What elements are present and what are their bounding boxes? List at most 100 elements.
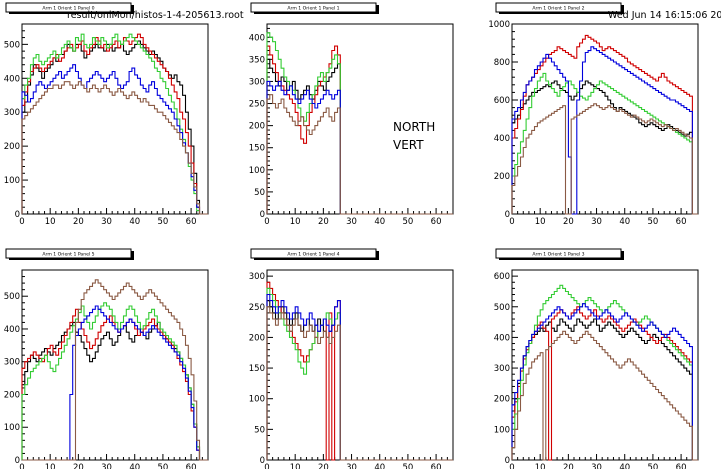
y-tick-label: 200	[4, 142, 20, 152]
series-red	[511, 34, 698, 215]
x-tick-label: 50	[402, 463, 413, 469]
panel-title: Arm 1 Orient 1 Panel 1	[287, 6, 339, 12]
x-tick-label: 40	[129, 463, 140, 469]
y-tick-label: 100	[249, 166, 265, 176]
series-blue	[266, 80, 453, 215]
x-tick-label: 0	[264, 463, 269, 469]
y-tick-label: 800	[494, 58, 510, 68]
x-tick-label: 60	[676, 217, 687, 227]
x-tick-label: 50	[402, 217, 413, 227]
y-tick-label: 300	[494, 364, 510, 374]
panel-title: Arm 1 Orient 1 Panel 4	[287, 252, 339, 258]
x-tick-label: 30	[591, 217, 602, 227]
x-tick-label: 40	[619, 217, 630, 227]
y-tick-label: 1000	[488, 20, 510, 30]
x-tick-label: 20	[318, 463, 329, 469]
y-tick-label: 500	[494, 303, 510, 313]
panel-title-box: Arm 1 Orient 1 Panel 5	[5, 248, 134, 260]
x-tick-label: 20	[563, 217, 574, 227]
series-green	[21, 302, 208, 461]
file-path-label: result/onlMon/histos-1-4-205613.root	[67, 10, 244, 21]
x-tick-label: 60	[431, 463, 442, 469]
y-tick-label: 0	[15, 210, 20, 220]
x-tick-label: 60	[676, 463, 687, 469]
plot-frame	[511, 23, 699, 215]
y-tick-label: 500	[4, 40, 20, 50]
histogram-panel-1: Arm 1 Orient 1 Panel 1 0 10 20 30 40 50 60 0 50 10…	[249, 2, 454, 227]
y-tick-label: 50	[254, 425, 265, 435]
panel-title-box: Arm 1 Orient 1 Panel 2	[495, 2, 624, 14]
y-tick-label: 150	[249, 364, 265, 374]
y-tick-label: 200	[249, 333, 265, 343]
series-red	[21, 308, 208, 461]
y-tick-label: 100	[249, 395, 265, 405]
panel-title: Arm 1 Orient 1 Panel 5	[42, 252, 94, 258]
plot-frame	[21, 269, 209, 461]
panel-title: Arm 1 Orient 1 Panel 3	[532, 252, 584, 258]
y-tick-label: 0	[505, 210, 510, 220]
y-tick-label: 300	[4, 108, 20, 118]
series-black	[21, 40, 208, 215]
timestamp-label: Wed Jun 14 16:15:06 2006	[608, 10, 721, 21]
series-black	[21, 321, 208, 461]
y-tick-label: 100	[4, 423, 20, 433]
panel-title: Arm 1 Orient 1 Panel 2	[532, 6, 584, 12]
x-tick-label: 60	[186, 217, 197, 227]
y-tick-label: 50	[254, 188, 265, 198]
histogram-panel-3: Arm 1 Orient 1 Panel 5 0 10 20 30 40 50 60 0 100 2…	[4, 248, 209, 469]
y-tick-label: 100	[494, 425, 510, 435]
panel-title-box: Arm 1 Orient 1 Panel 1	[250, 2, 379, 14]
x-tick-label: 50	[647, 463, 658, 469]
x-tick-label: 30	[101, 463, 112, 469]
y-tick-label: 0	[505, 456, 510, 466]
x-tick-label: 10	[535, 463, 546, 469]
histogram-panel-0: Arm 1 Orient 1 Panel 0 0 10 20 30 40 50 60 0 100 2…	[4, 2, 209, 227]
x-tick-label: 40	[619, 463, 630, 469]
x-tick-label: 30	[591, 463, 602, 469]
y-tick-label: 0	[15, 456, 20, 466]
histogram-panel-4: Arm 1 Orient 1 Panel 4 0 10 20 30 40 50 60 0 50 10…	[249, 248, 454, 469]
y-tick-label: 400	[4, 74, 20, 84]
x-tick-label: 30	[346, 217, 357, 227]
series-brown	[511, 103, 698, 215]
x-tick-label: 50	[157, 217, 168, 227]
y-tick-label: 200	[249, 122, 265, 132]
series-brown	[266, 94, 453, 215]
panel-title-box: Arm 1 Orient 1 Panel 3	[495, 248, 624, 260]
series-blue	[22, 305, 208, 461]
x-tick-label: 10	[45, 463, 56, 469]
series-blue	[511, 46, 698, 215]
y-tick-label: 300	[249, 77, 265, 87]
x-tick-label: 0	[19, 463, 24, 469]
x-tick-label: 10	[535, 217, 546, 227]
plot-frame	[266, 269, 454, 461]
panel-title-box: Arm 1 Orient 1 Panel 0	[5, 2, 134, 14]
x-tick-label: 40	[374, 463, 385, 469]
series-green	[21, 33, 208, 215]
x-tick-label: 20	[73, 463, 84, 469]
x-tick-label: 20	[73, 217, 84, 227]
x-tick-label: 0	[19, 217, 24, 227]
y-tick-label: 200	[4, 390, 20, 400]
series-blue	[511, 303, 698, 461]
x-tick-label: 10	[290, 463, 301, 469]
y-tick-label: 400	[4, 325, 20, 335]
y-tick-label: 200	[494, 395, 510, 405]
x-tick-label: 10	[290, 217, 301, 227]
plot-frame	[511, 269, 699, 461]
y-tick-label: 500	[4, 292, 20, 302]
y-tick-label: 200	[494, 172, 510, 182]
x-tick-label: 10	[45, 217, 56, 227]
series-blue	[21, 64, 208, 215]
panel-title: Arm 1 Orient 1 Panel 0	[42, 6, 94, 12]
x-tick-label: 0	[264, 217, 269, 227]
y-tick-label: 600	[494, 272, 510, 282]
panel-title-box: Arm 1 Orient 1 Panel 4	[250, 248, 379, 260]
y-tick-label: 250	[249, 303, 265, 313]
x-tick-label: 50	[647, 217, 658, 227]
annotation-vert: VERT	[393, 138, 424, 152]
x-tick-label: 60	[431, 217, 442, 227]
x-tick-label: 50	[157, 463, 168, 469]
y-tick-label: 400	[249, 33, 265, 43]
x-tick-label: 20	[563, 463, 574, 469]
